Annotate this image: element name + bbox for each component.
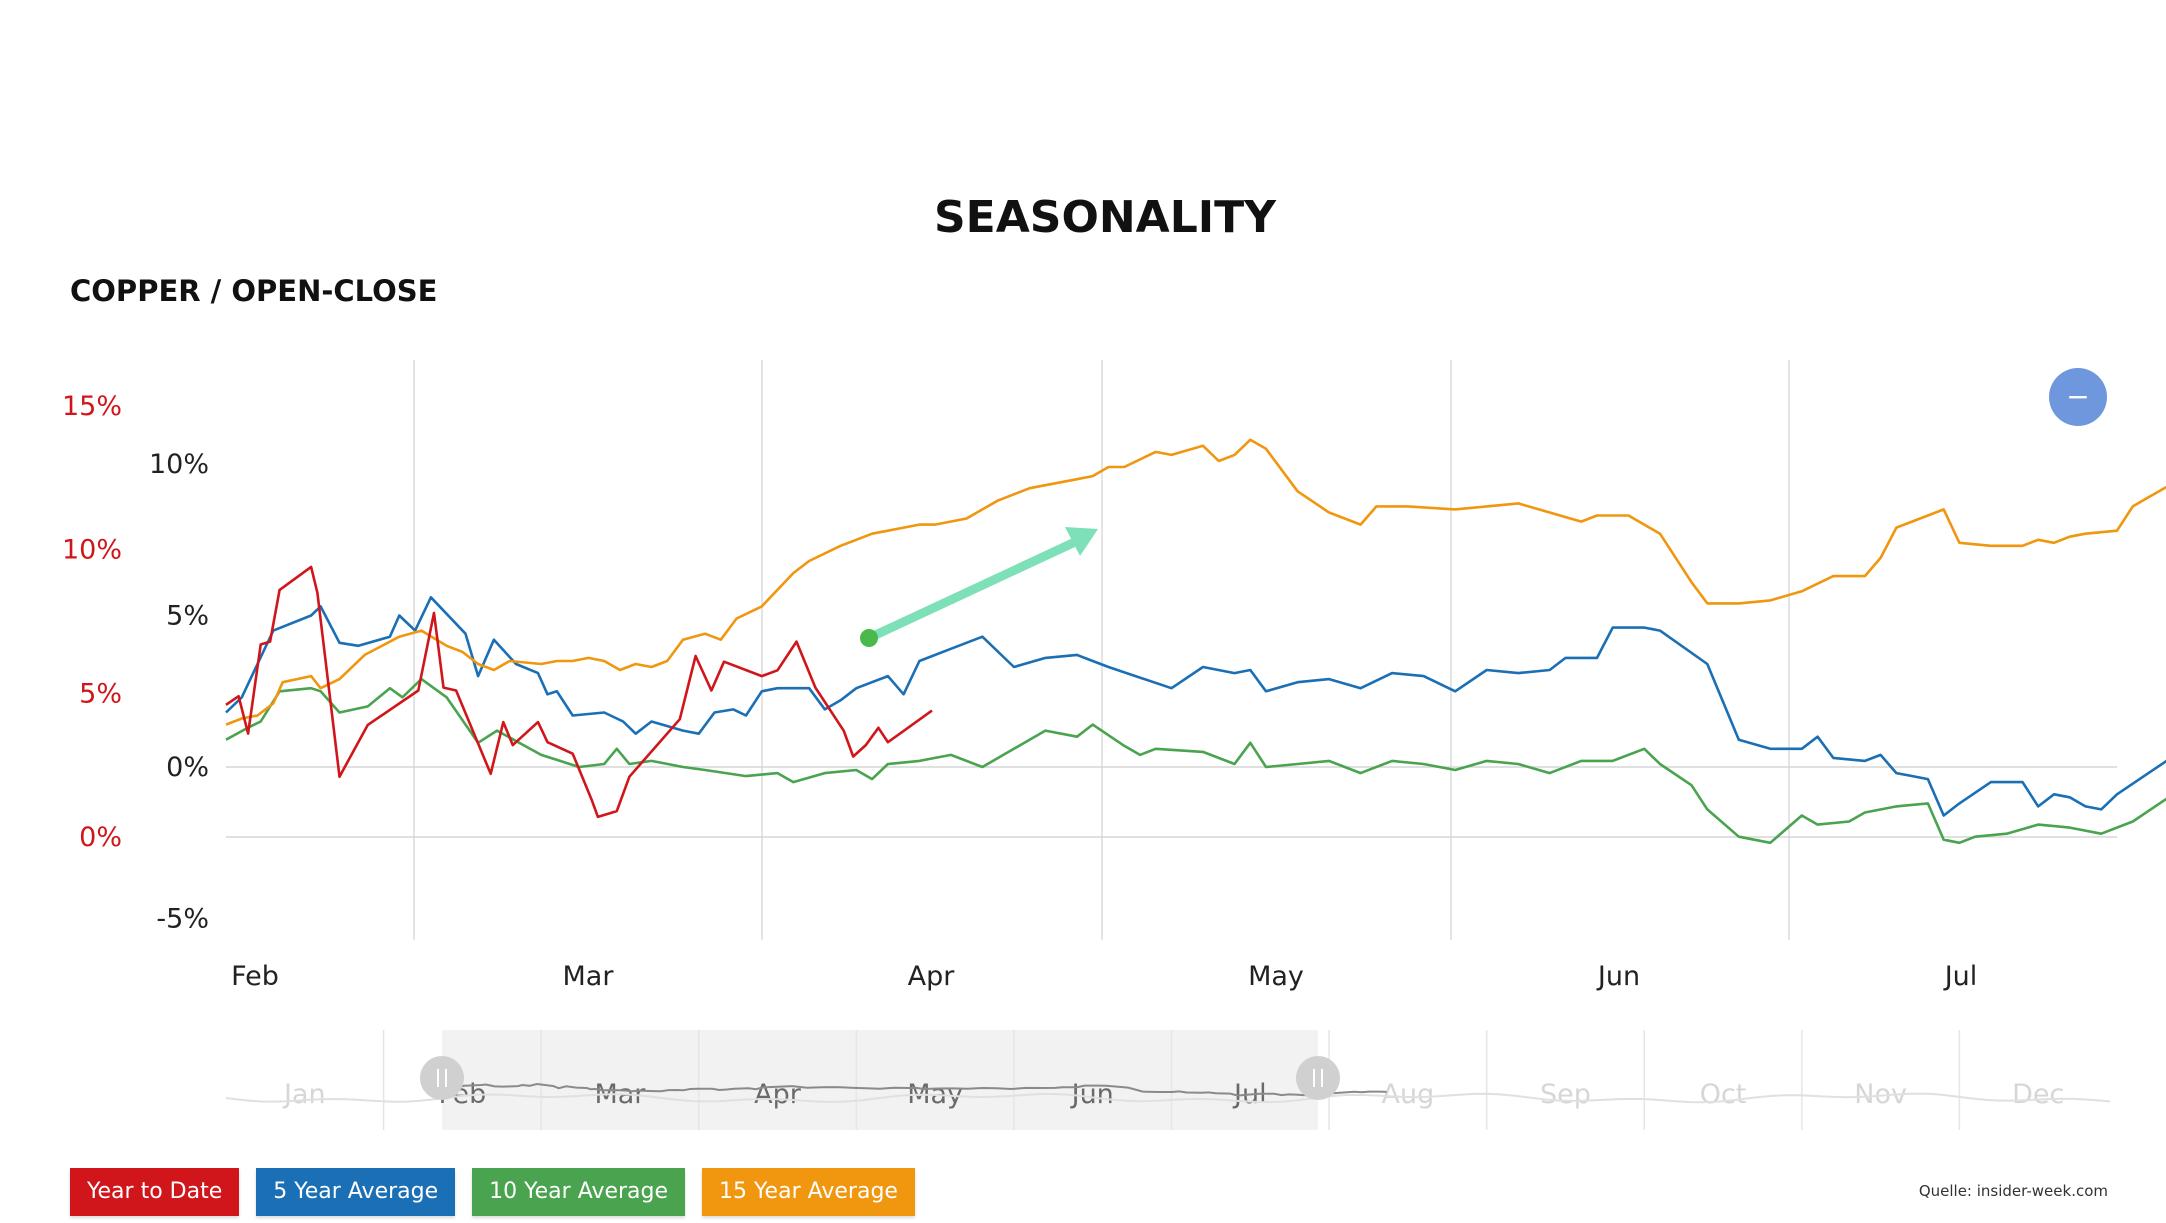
navigator-month-label: Jun: [1070, 1079, 1114, 1110]
navigator-right-handle[interactable]: [1296, 1056, 1340, 1100]
right-axis-tick-label: -5%: [156, 904, 209, 935]
right-axis-tick-label: 10%: [149, 449, 209, 480]
legend-15-year-average-button[interactable]: 15 Year Average: [702, 1168, 915, 1216]
navigator-month-label: Jan: [282, 1079, 326, 1110]
x-axis-month-label: Jun: [1596, 961, 1640, 992]
navigator-series-line-outer: [225, 1092, 2111, 1104]
x-axis-month-label: May: [1248, 961, 1304, 992]
source-credit: Quelle: insider-week.com: [1918, 1182, 2108, 1200]
left-axis: 15% 10% 5% 0%: [62, 391, 122, 853]
handle-knob: [420, 1056, 464, 1100]
series-lines: [225, 438, 2166, 845]
legend: Year to Date 5 Year Average 10 Year Aver…: [70, 1168, 915, 1216]
navigator-month-label: Apr: [754, 1079, 802, 1110]
series-line-5-year-average: [225, 596, 2166, 817]
navigator-month-label: Oct: [1700, 1079, 1747, 1110]
left-axis-tick-label: 0%: [79, 822, 122, 853]
right-axis-tick-label: 0%: [166, 752, 209, 783]
series-line-10-year-average: [225, 677, 2166, 845]
chart-title: SEASONALITY: [934, 192, 1277, 243]
navigator-month-label: Sep: [1540, 1079, 1591, 1110]
legend-year-to-date-button[interactable]: Year to Date: [70, 1168, 240, 1216]
x-axis-month-label: Feb: [231, 961, 279, 992]
legend-10-year-average-button[interactable]: 10 Year Average: [472, 1168, 686, 1216]
grid-lines: [226, 360, 2117, 940]
navigator-selected-range: [442, 1030, 1318, 1130]
zoom-out-button[interactable]: −: [2049, 368, 2107, 426]
right-axis: 10% 5% 0% -5%: [149, 449, 209, 935]
navigator-month-label: Aug: [1382, 1079, 1435, 1110]
left-axis-tick-label: 5%: [79, 678, 122, 709]
zoom-out-icon: −: [2066, 380, 2089, 413]
navigator-left-handle[interactable]: [420, 1056, 464, 1100]
x-axis: Feb Mar Apr May Jun Jul: [231, 961, 1977, 992]
navigator-series-line: [441, 1082, 1387, 1097]
trend-arrow: [860, 527, 1098, 647]
x-axis-month-label: Mar: [563, 961, 615, 992]
left-axis-tick-label: 15%: [62, 391, 122, 422]
handle-knob: [1296, 1056, 1340, 1100]
right-axis-tick-label: 5%: [166, 601, 209, 632]
navigator-month-label: Dec: [2012, 1079, 2064, 1110]
x-axis-month-label: Apr: [908, 961, 956, 992]
left-axis-tick-label: 10%: [62, 535, 122, 566]
chart-subtitle: COPPER / OPEN-CLOSE: [70, 274, 437, 308]
series-line-year-to-date: [225, 565, 933, 819]
navigator[interactable]: Jan Feb Mar Apr May Jun Jul Aug Sep Oct Nov Dec: [225, 1030, 2117, 1130]
x-axis-month-label: Jul: [1943, 961, 1978, 992]
legend-5-year-average-button[interactable]: 5 Year Average: [256, 1168, 456, 1216]
series-line-15-year-average: [225, 438, 2166, 726]
